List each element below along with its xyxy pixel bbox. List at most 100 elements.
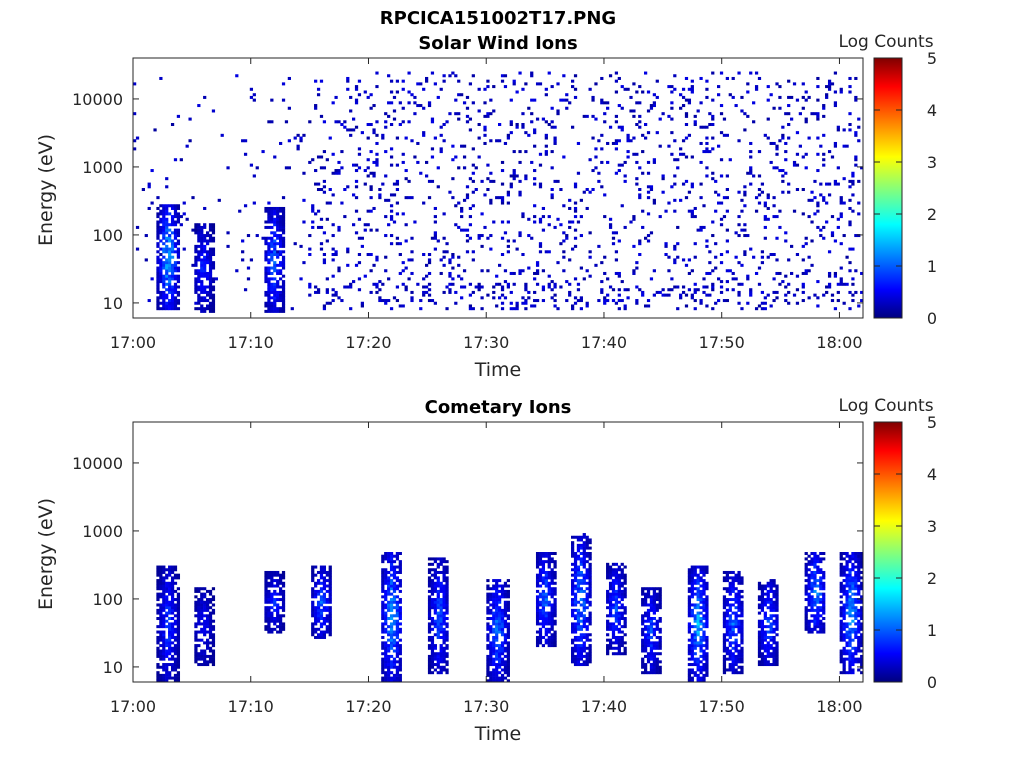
heatmap-cell	[354, 185, 359, 189]
heatmap-cell	[801, 258, 805, 262]
heatmap-cell	[170, 285, 175, 289]
heatmap-cell	[264, 220, 268, 224]
heatmap-cell	[328, 633, 332, 637]
heatmap-cell	[311, 630, 315, 634]
heatmap-cell	[314, 630, 318, 634]
heatmap-cell	[270, 573, 274, 577]
heatmap-cell	[276, 223, 280, 227]
heatmap-cell	[690, 676, 694, 680]
heatmap-cell	[337, 171, 341, 175]
heatmap-cell	[165, 606, 169, 610]
heatmap-cell	[614, 147, 619, 151]
heatmap-cell	[264, 236, 268, 240]
heatmap-cell	[573, 622, 578, 626]
heatmap-cell	[433, 557, 437, 561]
heatmap-cell	[457, 166, 461, 170]
heatmap-cell	[445, 660, 449, 664]
heatmap-cell	[200, 247, 204, 251]
heatmap-cell	[276, 280, 280, 284]
heatmap-cell	[521, 125, 525, 129]
heatmap-cell	[211, 644, 216, 648]
heatmap-cell	[168, 581, 172, 585]
heatmap-cell	[535, 282, 540, 286]
heatmap-cell	[267, 280, 271, 284]
heatmap-cell	[571, 79, 575, 83]
heatmap-cell	[302, 171, 306, 175]
heatmap-cell	[553, 136, 557, 140]
heatmap-cell	[804, 269, 808, 273]
heatmap-cell	[606, 106, 610, 110]
heatmap-cell	[851, 171, 855, 175]
heatmap-cell	[579, 638, 583, 642]
heatmap-cell	[267, 304, 271, 308]
heatmap-cell	[503, 269, 508, 273]
heatmap-cell	[533, 271, 537, 275]
heatmap-cell	[544, 638, 548, 642]
heatmap-cell	[168, 228, 172, 232]
heatmap-cell	[533, 182, 537, 186]
heatmap-cell	[156, 206, 160, 210]
heatmap-cell	[200, 288, 204, 292]
heatmap-cell	[162, 296, 166, 300]
heatmap-cell	[270, 584, 274, 588]
heatmap-cell	[460, 228, 464, 232]
heatmap-cell	[492, 668, 496, 672]
heatmap-cell	[427, 608, 432, 612]
heatmap-cell	[308, 285, 312, 289]
heatmap-cell	[737, 589, 741, 593]
heatmap-cell	[535, 552, 540, 556]
heatmap-cell	[757, 304, 762, 308]
heatmap-cell	[276, 263, 280, 267]
heatmap-cell	[486, 635, 490, 639]
heatmap-cell	[170, 570, 175, 574]
heatmap-cell	[725, 573, 729, 577]
heatmap-cell	[270, 206, 274, 210]
heatmap-cell	[173, 288, 178, 292]
heatmap-cell	[728, 617, 732, 621]
heatmap-cell	[264, 614, 268, 618]
heatmap-cell	[658, 668, 662, 672]
heatmap-cell	[206, 617, 210, 621]
heatmap-cell	[375, 85, 379, 89]
heatmap-cell	[430, 592, 435, 596]
heatmap-cell	[381, 614, 385, 618]
heatmap-cell	[384, 592, 388, 596]
heatmap-cell	[404, 285, 408, 289]
heatmap-cell	[763, 236, 767, 240]
heatmap-cell	[264, 255, 268, 259]
heatmap-cell	[804, 242, 808, 246]
heatmap-cell	[582, 622, 586, 626]
heatmap-cell	[699, 228, 703, 232]
heatmap-cell	[267, 625, 271, 629]
heatmap-cell	[667, 269, 671, 273]
heatmap-cell	[807, 136, 811, 140]
heatmap-cell	[188, 117, 192, 121]
heatmap-cell	[681, 152, 686, 156]
heatmap-cell	[734, 641, 738, 645]
heatmap-cell	[538, 182, 543, 186]
heatmap-cell	[553, 606, 557, 610]
heatmap-cell	[784, 112, 788, 116]
heatmap-cell	[194, 290, 198, 294]
heatmap-cell	[267, 622, 271, 626]
heatmap-cell	[588, 646, 592, 650]
heatmap-cell	[684, 123, 689, 127]
heatmap-cell	[722, 600, 727, 604]
heatmap-cell	[296, 147, 300, 151]
heatmap-cell	[731, 668, 735, 672]
heatmap-cell	[585, 269, 589, 273]
heatmap-cell	[498, 600, 502, 604]
heatmap-cell	[498, 676, 502, 680]
heatmap-cell	[369, 209, 373, 213]
heatmap-cell	[430, 649, 435, 653]
heatmap-cell	[468, 117, 473, 121]
heatmap-cell	[168, 255, 172, 259]
heatmap-cell	[200, 250, 204, 254]
heatmap-cell	[462, 269, 467, 273]
heatmap-cell	[281, 622, 286, 626]
heatmap-cell	[740, 671, 744, 675]
heatmap-cell	[702, 579, 706, 583]
heatmap-cell	[197, 253, 201, 257]
heatmap-cell	[486, 592, 490, 596]
heatmap-cell	[270, 614, 274, 618]
